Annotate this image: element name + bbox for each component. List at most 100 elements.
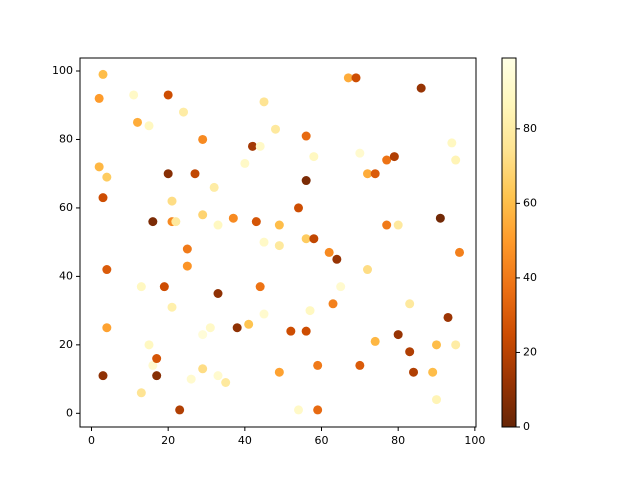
point (167, 302, 177, 312)
point (221, 378, 231, 388)
point (343, 73, 353, 83)
point (213, 289, 223, 299)
colorbar-tick-label: 20 (523, 345, 537, 358)
y-tick-label: 0 (66, 406, 73, 419)
point (259, 97, 269, 107)
point (382, 155, 392, 165)
point (259, 309, 269, 319)
point (355, 360, 365, 370)
point (144, 121, 154, 131)
point (428, 367, 438, 377)
point (198, 364, 208, 374)
point (232, 323, 242, 333)
point (102, 265, 112, 275)
point (163, 169, 173, 179)
point (313, 360, 323, 370)
point (248, 141, 258, 151)
point (409, 367, 419, 377)
point (447, 138, 457, 148)
point (179, 107, 189, 117)
y-tick-label: 20 (59, 338, 73, 351)
point (389, 152, 399, 162)
point (129, 90, 139, 100)
point (332, 254, 342, 264)
point (432, 340, 442, 350)
point (294, 405, 304, 415)
colorbar-tick-label: 60 (523, 196, 537, 209)
point (240, 158, 250, 168)
point (209, 182, 219, 192)
point (274, 220, 284, 230)
point (190, 169, 200, 179)
point (198, 134, 208, 144)
point (244, 319, 254, 329)
x-tick-label: 60 (315, 434, 329, 447)
point (98, 371, 108, 381)
point (175, 405, 185, 415)
y-tick-label: 80 (59, 132, 73, 145)
point (309, 152, 319, 162)
point (213, 371, 223, 381)
point (328, 299, 338, 309)
point (98, 193, 108, 203)
point (355, 148, 365, 158)
point (301, 131, 311, 141)
point (451, 155, 461, 165)
point (393, 220, 403, 230)
point (305, 306, 315, 316)
point (455, 247, 465, 257)
point (370, 336, 380, 346)
point (432, 395, 442, 405)
point (136, 282, 146, 292)
x-tick-label: 80 (391, 434, 405, 447)
point (351, 73, 361, 83)
colorbar-tick-label: 0 (523, 420, 530, 433)
point (324, 247, 334, 257)
point (148, 360, 158, 370)
point (186, 374, 196, 384)
point (136, 388, 146, 398)
point (301, 176, 311, 186)
point (405, 347, 415, 357)
point (451, 340, 461, 350)
point (198, 210, 208, 220)
point (182, 244, 192, 254)
point (167, 196, 177, 206)
point (102, 172, 112, 182)
point (336, 282, 346, 292)
point (393, 330, 403, 340)
point (152, 354, 162, 364)
point (251, 217, 261, 227)
point (198, 330, 208, 340)
point (94, 162, 104, 172)
axes-frame (79, 57, 477, 428)
point (363, 169, 373, 179)
y-tick-label: 40 (59, 269, 73, 282)
point (416, 83, 426, 93)
point (370, 169, 380, 179)
colorbar (501, 57, 517, 428)
x-tick-label: 40 (238, 434, 252, 447)
point (182, 261, 192, 271)
point (255, 282, 265, 292)
colorbar-tick-label: 40 (523, 271, 537, 284)
point (274, 241, 284, 251)
point (382, 220, 392, 230)
y-tick-label: 60 (59, 201, 73, 214)
point (309, 234, 319, 244)
point (294, 203, 304, 213)
point (213, 220, 223, 230)
point (171, 217, 181, 227)
point (148, 217, 158, 227)
point (102, 323, 112, 333)
point (255, 141, 265, 151)
point (271, 124, 281, 134)
point (159, 282, 169, 292)
point (163, 90, 173, 100)
point (435, 213, 445, 223)
point (363, 265, 373, 275)
point (98, 69, 108, 79)
point (94, 93, 104, 103)
